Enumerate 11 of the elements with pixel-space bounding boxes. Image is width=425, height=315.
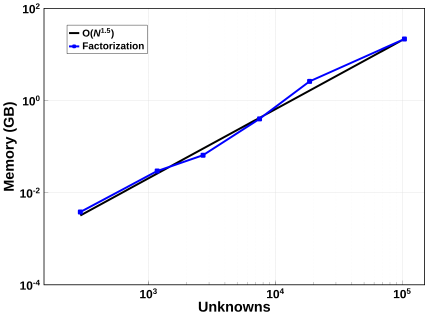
y-tick-label: 10$^{0}$: [22, 95, 40, 106]
x-axis-title: Unknowns: [198, 301, 270, 312]
x-tick-label: 10$^{5}$: [394, 288, 411, 298]
x-tick-label: 10$^{3}$: [140, 288, 157, 298]
y-tick-label: 10$^{-4}$: [20, 280, 40, 290]
legend-label: O(N$^{1.5}$): [82, 28, 114, 39]
y-tick-label: 10$^{-2}$: [20, 188, 40, 198]
legend-label: Factorization: [82, 42, 144, 50]
y-axis-title: Memory (GB): [3, 102, 17, 191]
x-tick-label: 10$^{4}$: [267, 288, 284, 298]
y-tick-label: 10$^{2}$: [22, 3, 40, 14]
